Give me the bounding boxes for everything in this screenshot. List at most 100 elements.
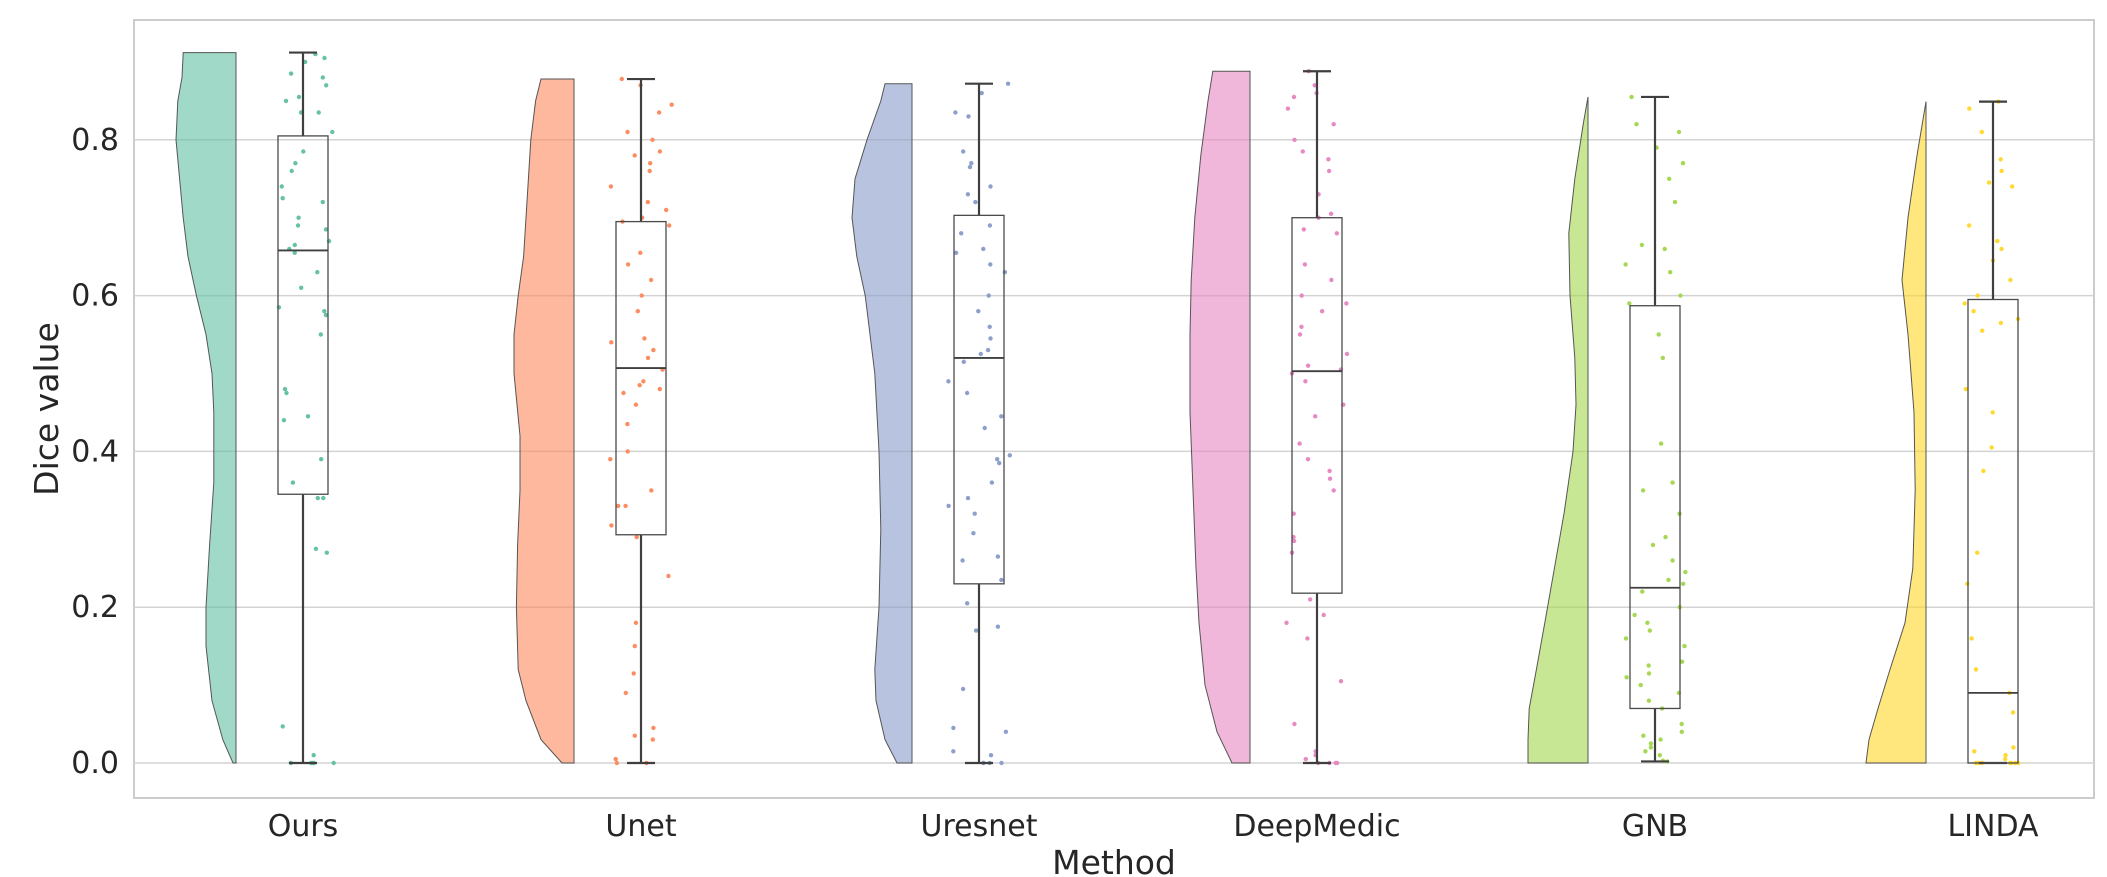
- data-point: [639, 293, 644, 298]
- data-point: [1998, 320, 2004, 326]
- data-point: [666, 573, 671, 579]
- data-point: [1641, 733, 1646, 738]
- data-point: [319, 457, 324, 462]
- data-point: [625, 421, 630, 427]
- data-point: [1650, 542, 1656, 548]
- data-point: [316, 110, 321, 115]
- data-point: [946, 379, 951, 384]
- data-point: [973, 199, 978, 205]
- data-point: [1658, 441, 1664, 446]
- data-point: [1986, 180, 1992, 185]
- data-point: [988, 262, 993, 267]
- data-point: [1646, 663, 1651, 668]
- box-linda: [1967, 298, 2019, 764]
- data-point: [657, 386, 662, 392]
- data-point: [1678, 293, 1683, 298]
- y-tick-label: 0.2: [71, 590, 119, 625]
- data-point: [656, 110, 662, 115]
- data-point: [608, 184, 614, 189]
- data-point: [649, 488, 654, 493]
- data-point: [997, 460, 1002, 466]
- data-point: [961, 149, 966, 154]
- data-point: [1313, 414, 1318, 419]
- data-point: [2010, 184, 2015, 189]
- x-tick-label: Unet: [605, 809, 676, 844]
- data-point: [632, 153, 637, 158]
- data-point: [1668, 270, 1673, 275]
- data-point: [953, 250, 959, 255]
- data-point: [296, 215, 301, 220]
- data-point: [614, 760, 620, 766]
- data-point: [1003, 729, 1009, 734]
- data-point: [1632, 612, 1637, 618]
- box-deepmedic: [1291, 217, 1343, 594]
- data-point: [1326, 168, 1332, 174]
- data-point: [311, 753, 316, 758]
- data-point: [1975, 293, 1980, 298]
- data-point: [1629, 94, 1634, 100]
- data-point: [961, 359, 966, 364]
- data-point: [324, 83, 329, 88]
- x-tick-label: LINDA: [1947, 809, 2039, 844]
- data-point: [1660, 355, 1666, 361]
- data-point: [972, 511, 977, 516]
- data-point: [638, 250, 643, 255]
- data-point: [280, 724, 285, 729]
- data-point: [1321, 612, 1326, 618]
- data-point: [292, 250, 297, 255]
- data-point: [645, 199, 650, 205]
- data-point: [648, 277, 654, 283]
- data-point: [621, 390, 626, 396]
- data-point: [1299, 324, 1304, 329]
- data-point: [1999, 168, 2004, 174]
- data-point: [1319, 309, 1325, 314]
- data-point: [987, 324, 992, 329]
- data-point: [971, 531, 976, 536]
- data-point: [1292, 721, 1297, 727]
- data-point: [982, 425, 987, 431]
- data-point: [315, 270, 320, 275]
- x-tick-label: Ours: [268, 809, 339, 844]
- data-point: [623, 690, 628, 696]
- data-point: [1623, 262, 1628, 267]
- x-tick-label: GNB: [1622, 809, 1688, 844]
- data-point: [966, 114, 971, 119]
- data-point: [999, 577, 1004, 583]
- data-point: [1333, 760, 1338, 766]
- data-point: [616, 503, 621, 509]
- data-point: [1305, 636, 1310, 641]
- data-point: [1979, 129, 1985, 135]
- data-point: [1291, 94, 1297, 100]
- data-point: [1647, 628, 1653, 633]
- data-point: [1980, 328, 1985, 333]
- data-point: [1302, 262, 1308, 267]
- data-point: [1326, 157, 1331, 162]
- data-point: [2011, 745, 2016, 750]
- density-cloud-ours: [175, 52, 237, 764]
- plot-area: [133, 19, 2095, 799]
- data-point: [986, 293, 991, 298]
- data-point: [1663, 534, 1668, 540]
- data-point: [322, 55, 327, 61]
- data-point: [1679, 729, 1685, 734]
- data-point: [283, 98, 289, 104]
- data-point: [959, 231, 964, 236]
- data-point: [288, 71, 294, 76]
- data-point: [323, 227, 329, 232]
- data-point: [2003, 753, 2008, 758]
- data-point: [315, 495, 320, 501]
- box-uresnet: [953, 214, 1005, 585]
- data-point: [1682, 643, 1687, 649]
- data-point: [293, 161, 298, 166]
- data-point: [1305, 363, 1311, 368]
- data-point: [1624, 675, 1629, 680]
- data-point: [1638, 682, 1643, 688]
- data-point: [1990, 410, 1995, 415]
- data-point: [609, 340, 614, 345]
- data-point: [1338, 679, 1344, 684]
- data-point: [667, 223, 672, 228]
- data-point: [2003, 756, 2008, 762]
- data-point: [1328, 211, 1334, 216]
- data-point: [999, 760, 1004, 766]
- data-point: [1962, 301, 1967, 306]
